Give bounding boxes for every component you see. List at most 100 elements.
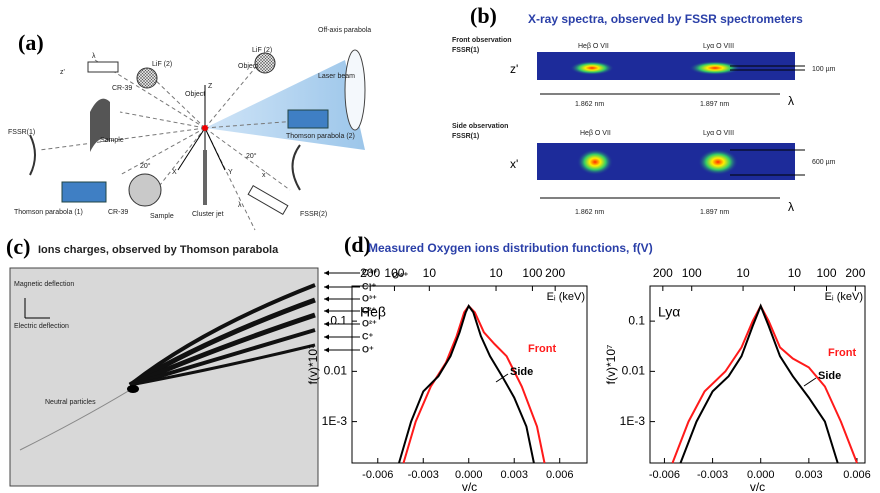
x-tick-label: 0.000 [747, 469, 775, 481]
spectral-line [570, 61, 614, 75]
x-tick-label: -0.006 [362, 469, 393, 481]
label: 20° [140, 162, 151, 170]
label: LiF (2) [152, 61, 172, 68]
panel-label: (a) [18, 30, 44, 55]
x2-tick-label: 10 [489, 266, 503, 280]
arrow-head [324, 308, 329, 314]
x2-tick-label: 100 [384, 266, 404, 280]
deflection-axes [24, 298, 50, 319]
annotation: Heβ [360, 304, 386, 320]
panel-d: (d) Measured Oxygen ions distribution fu… [344, 232, 653, 257]
series-pointer [495, 373, 509, 383]
label: Magnetic deflection [14, 281, 74, 288]
panel-title: Measured Oxygen ions distribution functi… [368, 241, 653, 255]
y-axis-label: f(v)*10⁷ [306, 345, 320, 385]
label: Laser beam [318, 73, 355, 80]
label: LiF (2) [252, 47, 272, 54]
label: Cluster jet [192, 211, 224, 218]
x2-tick-label: 100 [522, 266, 542, 280]
plot-frame [351, 285, 588, 464]
fssr-crystal [29, 134, 36, 176]
lif-crystal [254, 52, 276, 74]
line-label: Lyα O VIII [703, 43, 734, 50]
label: λ [92, 53, 96, 60]
ion-label: C²⁺ [362, 305, 376, 315]
y-tick-label: 1E-3 [620, 414, 646, 428]
x-axis-label: v/c [750, 480, 765, 493]
ion-label: O³⁺ [362, 293, 377, 303]
x-tick-label: -0.003 [408, 469, 439, 481]
caption: FSSR(1) [452, 47, 479, 54]
fssr-crystal [291, 144, 301, 191]
panel-b: (b) X-ray spectra, observed by FSSR spec… [452, 3, 836, 216]
y-axis-label: f(v)*10⁷ [604, 345, 618, 385]
series-line [402, 304, 546, 464]
series-label: Front [528, 343, 556, 355]
x2-tick-label: 10 [788, 266, 802, 280]
ion-label: O⁴⁺ [392, 270, 408, 280]
y-tick-label: 0.01 [324, 364, 348, 378]
series-line [679, 303, 839, 464]
arrow-head [324, 296, 329, 302]
ion-label: O⁺ [362, 344, 374, 354]
x-tick-label: 0.003 [795, 469, 823, 481]
label: Off-axis parabola [318, 27, 371, 34]
label: Object [238, 63, 258, 70]
axes-xyz [177, 85, 226, 205]
spectral-line [577, 149, 613, 175]
x-tick-label: 0.003 [500, 469, 528, 481]
x2-tick-label: 10 [423, 266, 437, 280]
size-label: 100 µm [812, 66, 836, 73]
label: CR-39 [112, 85, 132, 92]
series-label: Side [818, 370, 841, 382]
label: Sample [100, 137, 124, 144]
tick-label: 1.897 nm [700, 101, 729, 108]
label: 20° [246, 152, 257, 160]
spectral-line [689, 61, 741, 75]
x-tick-label: -0.006 [649, 469, 680, 481]
x2-tick-label: 200 [360, 266, 380, 280]
size-label: 600 µm [812, 159, 836, 166]
y-tick-label: 0.1 [628, 313, 645, 327]
panel-a: (a) λ z' CR-39 LiF (2) Object Sample LiF… [8, 27, 371, 231]
arrow-head [324, 334, 329, 340]
panel-title: X-ray spectra, observed by FSSR spectrom… [528, 12, 803, 26]
line-label: Heβ O VII [580, 130, 611, 137]
series-label: Front [828, 347, 856, 359]
x2-axis-label: Eᵢ (keV) [547, 291, 585, 303]
tick-label: 1.862 nm [575, 209, 604, 216]
label: Sample [150, 213, 174, 220]
thomson-parabola [287, 109, 329, 129]
series-pointer [803, 377, 817, 387]
crystal [247, 184, 289, 216]
caption: Side observation [452, 123, 508, 130]
spectral-line [698, 149, 738, 175]
lif-crystal [136, 67, 158, 89]
x2-tick-label: 200 [545, 266, 565, 280]
panel-title: Ions charges, observed by Thomson parabo… [38, 244, 279, 256]
label: x' [262, 172, 267, 179]
label: X [172, 169, 177, 176]
annotation: Lyα [658, 304, 680, 320]
parabola-mirror [344, 49, 366, 131]
label: Neutral particles [45, 399, 96, 406]
plot-frame [649, 285, 866, 464]
cr39 [90, 98, 110, 152]
label: Object [185, 91, 205, 98]
ion-labels: C⁴⁺C³⁺O³⁺C²⁺O²⁺C⁺O⁺O⁴⁺ [324, 267, 408, 354]
x2-tick-label: 100 [682, 266, 702, 280]
axis-label: z' [510, 62, 518, 76]
ion-label: C⁴⁺ [362, 267, 378, 277]
arrow-head [324, 347, 329, 353]
line-label: Heβ O VII [578, 43, 609, 50]
tick-label: 1.862 nm [575, 101, 604, 108]
tick-label: 1.897 nm [700, 209, 729, 216]
label: Thomson parabola (2) [286, 133, 355, 140]
parabola-traces [19, 283, 316, 451]
x2-tick-label: 10 [736, 266, 750, 280]
arrow-head [324, 284, 329, 290]
x2-tick-label: 100 [816, 266, 836, 280]
panel-label: (b) [470, 3, 497, 28]
label: CR-39 [108, 209, 128, 216]
